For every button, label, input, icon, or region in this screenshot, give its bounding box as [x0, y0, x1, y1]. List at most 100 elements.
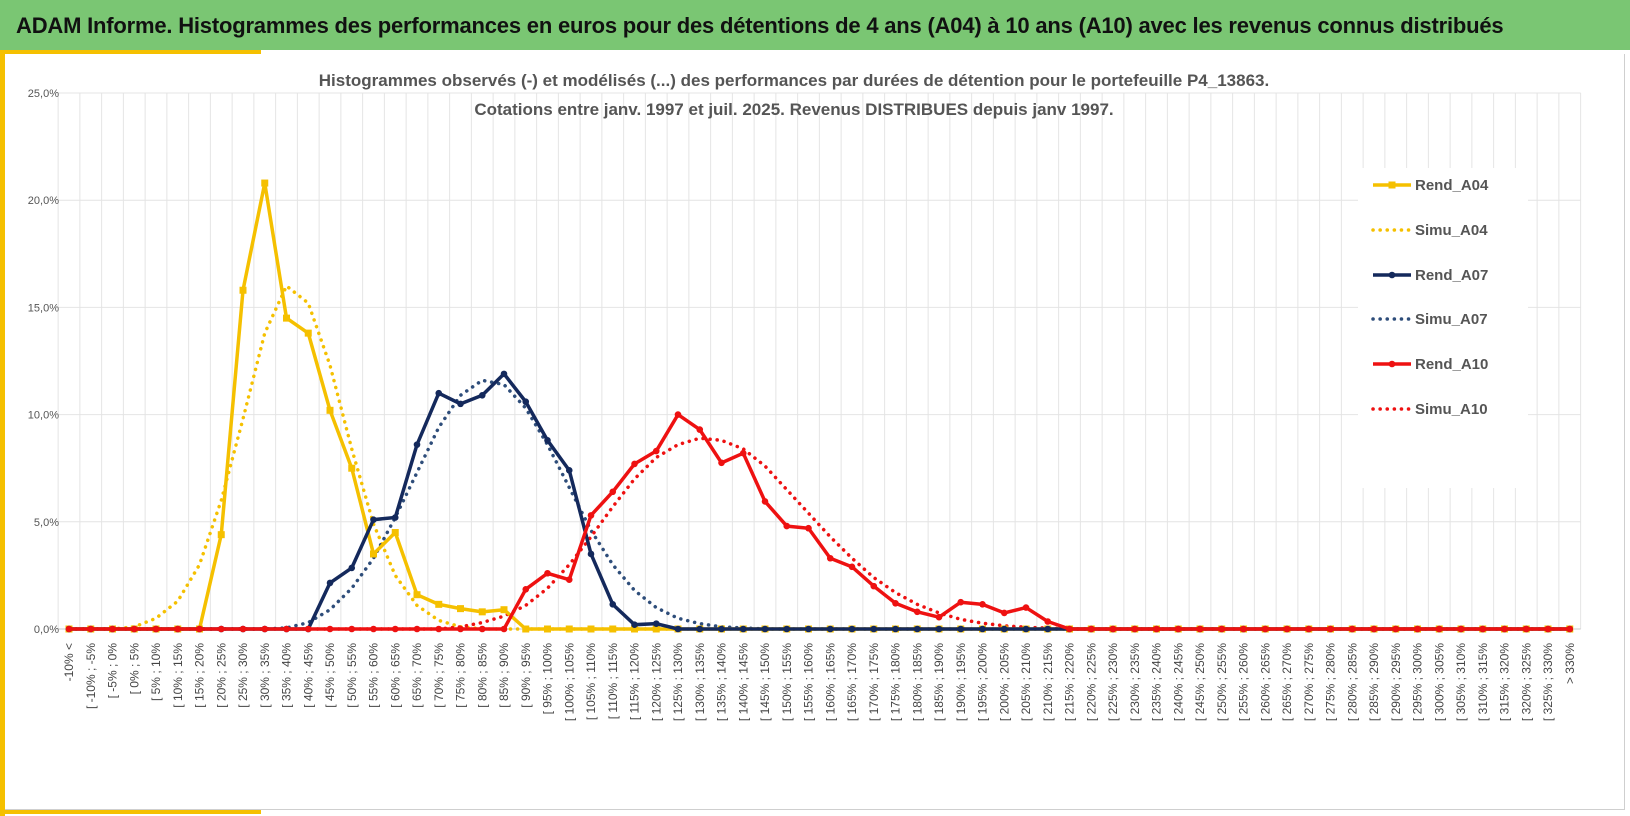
data-point [1196, 625, 1204, 633]
data-point [1022, 625, 1030, 633]
x-tick-label: [ 240% ; 245% [1171, 643, 1185, 721]
x-tick-label: [ 60% ; 65% [388, 643, 402, 708]
data-point [413, 441, 421, 448]
x-tick-label: [ 5% ; 10% [149, 643, 163, 701]
x-tick-label: [ 30% ; 35% [258, 643, 272, 708]
data-point [196, 625, 203, 633]
data-point [304, 329, 312, 337]
x-tick-label: [ 105% ; 110% [584, 643, 598, 720]
x-tick-label: [ 310% ; 315% [1476, 643, 1490, 721]
histogram-chart: 0,0% 5,0% 10,0% 15,0% 20,0% 25,0% -10% < [ -10… [28, 71, 1582, 721]
y-tick-label: 20,0% [28, 195, 59, 207]
legend-item-simu-a04: Simu_A04 [1371, 222, 1488, 239]
data-point [652, 625, 660, 633]
data-point [217, 625, 225, 633]
data-point [1414, 625, 1421, 633]
data-point [696, 426, 704, 433]
data-point [1305, 625, 1313, 633]
data-point [500, 625, 508, 633]
x-tick-label: [ 170% ; 175% [867, 643, 881, 721]
data-point [544, 437, 551, 444]
data-point [848, 625, 856, 633]
chart-title-line-1: Histogrammes observés (-) et modélisés (… [319, 71, 1269, 90]
data-point [913, 625, 921, 633]
data-point [565, 467, 573, 474]
x-tick-label: [ 155% ; 160% [802, 643, 816, 721]
x-tick-label: [ 25% ; 30% [236, 643, 250, 708]
legend-label: Simu_A07 [1415, 311, 1488, 328]
legend-item-simu-a10: Simu_A10 [1371, 401, 1488, 418]
data-point [892, 625, 899, 633]
legend-item-rend-a07: Rend_A07 [1373, 267, 1488, 284]
x-tick-label: [ 135% ; 140% [715, 643, 729, 721]
data-point [1000, 609, 1008, 617]
x-tick-label: [ 325% ; 330% [1541, 643, 1555, 721]
x-tick-label: [ 275% ; 280% [1324, 643, 1338, 721]
data-point [478, 608, 486, 616]
data-point [435, 389, 443, 397]
data-point [1044, 618, 1052, 625]
x-tick-label: [ 295% ; 300% [1411, 643, 1425, 721]
x-tick-label: [ 75% ; 80% [454, 643, 468, 708]
legend-label: Rend_A07 [1415, 267, 1488, 284]
page-title: ADAM Informe. Histogrammes des performan… [16, 13, 1504, 38]
data-point [348, 564, 356, 572]
chart-legend: Rend_A04 Simu_A04 Rend_A07 Simu_A07 Rend_A10… [1371, 177, 1489, 418]
data-point [587, 512, 595, 519]
legend-item-rend-a10: Rend_A10 [1373, 356, 1488, 373]
data-point [696, 625, 704, 633]
accent-bar-left [0, 50, 5, 816]
legend-marker [1388, 181, 1396, 189]
data-point [979, 601, 986, 608]
data-point [761, 625, 769, 633]
y-tick-label: 5,0% [34, 517, 59, 529]
data-point [522, 625, 530, 633]
x-tick-label: [ 290% ; 295% [1389, 643, 1403, 721]
x-tick-label: [ 125% ; 130% [671, 643, 685, 721]
data-point [1022, 604, 1030, 611]
data-point [391, 529, 399, 537]
data-point [522, 586, 530, 593]
x-tick-label: [ 220% ; 225% [1084, 643, 1098, 721]
data-point [979, 625, 986, 633]
data-point [1457, 625, 1465, 633]
data-point [283, 625, 290, 633]
data-point [1218, 625, 1226, 633]
data-point [739, 449, 747, 457]
data-point [1479, 625, 1487, 633]
data-point [718, 459, 725, 467]
x-tick-label: [ 110% ; 115% [606, 643, 620, 720]
legend-label: Rend_A04 [1415, 177, 1489, 194]
data-point [1435, 625, 1443, 633]
x-tick-label: [ 160% ; 165% [823, 643, 837, 721]
data-point [631, 625, 638, 633]
x-tick-label: [ 145% ; 150% [758, 643, 772, 721]
data-point [609, 625, 617, 633]
x-tick-label: [ 285% ; 290% [1367, 643, 1381, 721]
x-tick-label: [ 65% ; 70% [410, 643, 424, 708]
data-point [652, 620, 660, 627]
data-point [826, 554, 834, 562]
data-point [457, 605, 464, 613]
data-point [739, 625, 747, 633]
chart-grid [57, 92, 1582, 630]
data-point [783, 522, 791, 530]
x-tick-label: > 330% [1563, 643, 1577, 684]
data-point [435, 625, 443, 633]
x-tick-label: [ -10% ; -5% [84, 643, 98, 709]
data-point [1240, 625, 1247, 633]
data-point [326, 406, 334, 414]
data-point [631, 460, 638, 468]
x-tick-label: [ 235% ; 240% [1150, 643, 1164, 721]
data-point [478, 625, 486, 633]
data-point [370, 625, 377, 633]
x-tick-label: [ 215% ; 220% [1063, 643, 1077, 721]
data-point [239, 625, 247, 633]
data-point [609, 601, 617, 608]
data-point [870, 582, 878, 590]
data-point [1066, 625, 1073, 633]
x-tick-label: [ 280% ; 285% [1345, 643, 1359, 721]
x-tick-label: [ 85% ; 90% [497, 643, 511, 708]
data-point [326, 579, 334, 587]
data-point [1566, 625, 1574, 633]
